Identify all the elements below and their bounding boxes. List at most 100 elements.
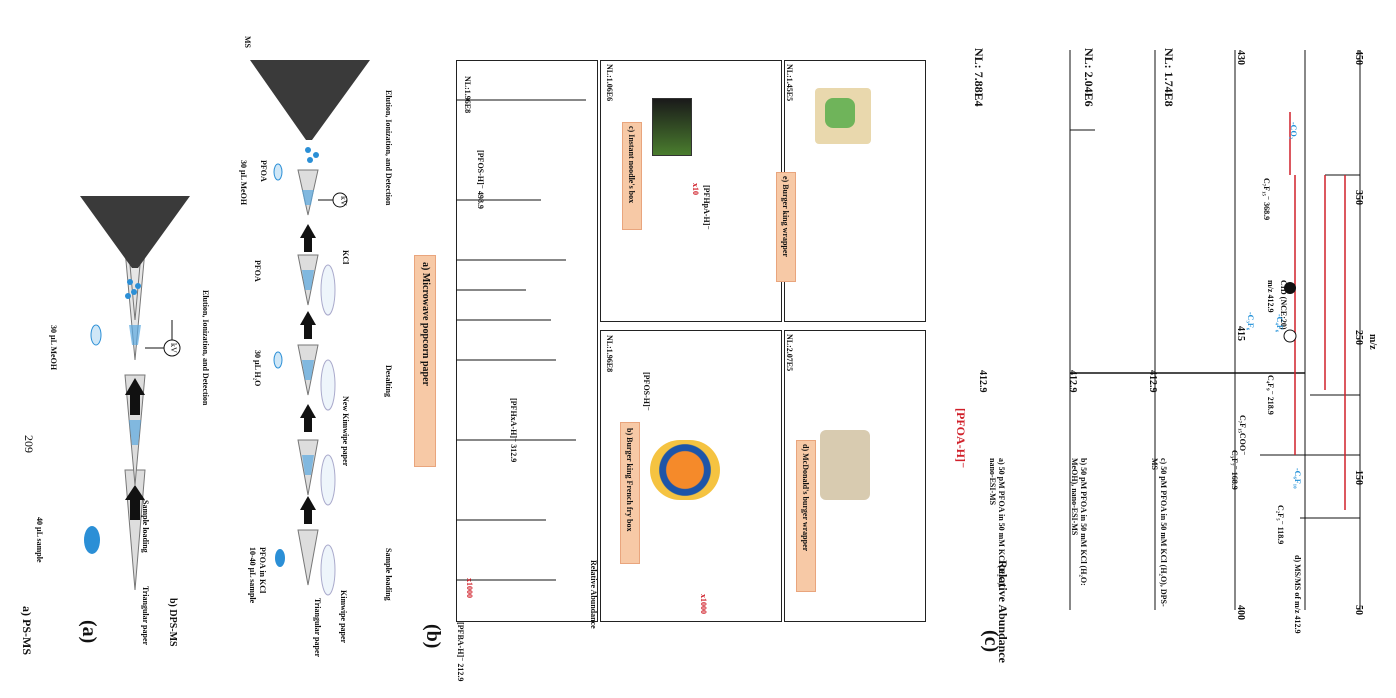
dps-kim-label: Kimwipe paper: [339, 590, 348, 644]
dps-paper-label: Triangular paper: [313, 598, 322, 658]
panel-c-desc-b: b) 50 pM PFOA in 50 mM KCl (H₂O: MeOH), …: [1070, 458, 1088, 586]
dps-step2-label: Desalting: [384, 365, 393, 397]
panel-b-e-title: e) Burger king wrapper: [781, 176, 790, 257]
panel-b-e-title-box: [776, 172, 796, 282]
msms-xaxis-label: m/z: [1367, 334, 1378, 350]
msms-frag-c7f15: C₇F₁₅⁻ 368.9: [1262, 178, 1272, 220]
panel-b-b-mult: x1000: [699, 594, 708, 614]
panel-b-c-title-box: [622, 122, 642, 230]
instant-noodle-box-image: [652, 98, 692, 156]
burger-king-logo-image: [650, 440, 720, 500]
msms-loss-c6f10: -C₆F₁₀: [1293, 468, 1302, 489]
msms-xtick-250: 250: [1353, 330, 1364, 345]
msms-loss-c4f6: -C₄F₆: [1275, 314, 1284, 333]
msms-xtick-450: 450: [1353, 50, 1364, 65]
peak-mz: 312.9: [509, 444, 518, 463]
panel-b-d-nl: NL:2.07E5: [785, 334, 794, 372]
panel-b-a-frame: [456, 60, 598, 622]
panel-b-b-nl: NL:1.96E8: [605, 335, 614, 373]
panel-b-yaxis: Relative Abundance: [589, 560, 598, 629]
peak-label: [PFBA-H]⁻: [456, 622, 465, 662]
dps-water-label: 30 µL H₂O: [253, 350, 262, 387]
ps-paper-label: Triangular paper: [141, 586, 150, 646]
msms-precursor: m/z 412.9: [1266, 280, 1275, 313]
panel-b-b-peak-pfos: [PFOS-H]⁻: [642, 372, 652, 411]
panel-c-nl-c: NL: 1.74E8: [1162, 48, 1176, 107]
peak-label: [PFOS-H]⁻: [476, 150, 485, 189]
dps-step1-label: Sample loading: [384, 548, 393, 601]
panel-b-a-peak-pfba: [PFBA-H]⁻ 212.9: [456, 622, 466, 681]
mcdonalds-wrapper-image: [820, 430, 870, 500]
panel-b-c-peak-pfhpa: [PFHpA-H]⁻: [702, 185, 712, 230]
panel-b-b-frame: [600, 330, 782, 622]
fragment-ion: C₃F₇⁻: [1230, 450, 1239, 470]
panel-b-b-title-box: [620, 422, 640, 564]
panel-c-peak-a: 412.9: [977, 370, 988, 393]
msms-xtick-350: 350: [1353, 190, 1364, 205]
ps-solvent-label: 30 µL MeOH: [49, 325, 58, 371]
peak-mz: 498.9: [476, 190, 485, 209]
panel-c-xtick-430: 430: [1235, 50, 1246, 65]
panel-b-a-mult: x1000: [465, 578, 474, 598]
panel-c-msms: [1260, 50, 1361, 610]
ps-ms-title: a) PS-MS: [20, 606, 34, 655]
panel-c-peak-c: 412.9: [1147, 370, 1158, 393]
panel-b-d-title-box: [796, 440, 816, 592]
panel-c-ion-label: [PFOA-H]⁻: [954, 408, 968, 469]
panel-b-a-spectrum: [456, 99, 586, 581]
msms-xtick-50: 50: [1353, 605, 1364, 615]
dps-voltage-label: kV: [339, 196, 348, 206]
ps-step2-label: Elution, Ionization, and Detection: [201, 290, 210, 406]
panel-b-c-title: c) Instant noodle's box: [627, 126, 636, 204]
dps-sample-sub: PFOA in KCl: [258, 547, 267, 594]
dps-ms-diagram: [250, 60, 370, 596]
panel-c-traces: [1069, 50, 1306, 610]
panel-b-a-title: a) Microwave popcorn paper: [420, 262, 431, 386]
burger-king-wrapper-image: [815, 88, 871, 144]
panel-c-xtick-400: 400: [1235, 605, 1246, 620]
panel-c-desc-a: a) 50 pM PFOA in 50 mM KCl (H₂O), nano-E…: [988, 458, 1006, 588]
fragment-mz: 368.9: [1262, 202, 1271, 221]
dps-meoh-label: 30 µL MeOH: [239, 160, 248, 206]
dps-step3-label: Elution, Ionization, and Detection: [384, 90, 393, 206]
peak-mz: 212.9: [456, 663, 465, 682]
panel-b-b-title: b) Burger king French fry box: [625, 428, 634, 532]
msms-frag-c4f9: C₄F₉⁻ 218.9: [1266, 375, 1276, 415]
dps-sample-label: 10-40 µL sample: [248, 547, 257, 604]
fragment-mz: 168.9: [1230, 471, 1239, 490]
ps-sample-label: 40 µL sample: [35, 517, 44, 563]
dps-new-kim-label: New Kimwipe paper: [341, 396, 350, 467]
panel-c-nl-a: NL: 7.88E4: [972, 48, 986, 107]
panel-b-c-nl: NL:1.06E6: [605, 64, 614, 102]
figure-b-label: (b): [422, 624, 444, 649]
fragment-ion: C₂F₅⁻: [1276, 505, 1285, 525]
fragment-mz: 118.9: [1276, 526, 1285, 545]
panel-b-a-peak-pfhxa: [PFHxA-H]⁻ 312.9: [509, 398, 519, 462]
dps-pfoa-label: PFOA: [253, 260, 262, 282]
msms-frag-c3f7: C₃F₇⁻ 168.9: [1230, 450, 1240, 490]
fragment-ion: C₄F₉⁻: [1266, 375, 1275, 395]
peak-label: [PFHpA-H]⁻: [702, 185, 711, 230]
ps-ms-diagram: [80, 196, 190, 591]
panel-b-d-frame: [784, 330, 926, 622]
msms-loss-co2: -CO₂: [1289, 122, 1298, 140]
panel-b-a-title-box: [414, 255, 436, 467]
panel-c-xtick-415: 415: [1235, 326, 1246, 341]
panel-b-d-title: d) McDonald's burger wrapper: [801, 444, 810, 552]
peak-label: [PFOS-H]⁻: [642, 372, 651, 411]
dps-ms-title: b) DPS-MS: [167, 598, 178, 647]
panel-c-peak-b: 412.9: [1067, 370, 1078, 393]
panel-b-e-nl: NL:1.45E5: [785, 64, 794, 102]
panel-c-nl-b: NL: 2.04E6: [1082, 48, 1096, 107]
dps-kcl-label: KCl: [341, 250, 350, 265]
dps-pfoa2-label: PFOA: [259, 160, 268, 182]
figure-a-label: (a): [78, 620, 100, 644]
msms-desc: d) MS/MS of m/z 412.9: [1293, 555, 1302, 634]
panel-b-a-peak-pfos: [PFOS-H]⁻ 498.9: [476, 150, 486, 209]
msms-loss-c3f6: -C₃F₆: [1246, 312, 1255, 331]
panel-b-c-mult: x10: [691, 183, 700, 195]
peak-label: [PFHxA-H]⁻: [509, 398, 518, 443]
msms-frag-c2f5: C₂F₅⁻ 118.9: [1276, 505, 1286, 544]
ps-step1-label: Sample loading: [141, 500, 150, 553]
fragment-mz: 218.9: [1266, 396, 1275, 415]
